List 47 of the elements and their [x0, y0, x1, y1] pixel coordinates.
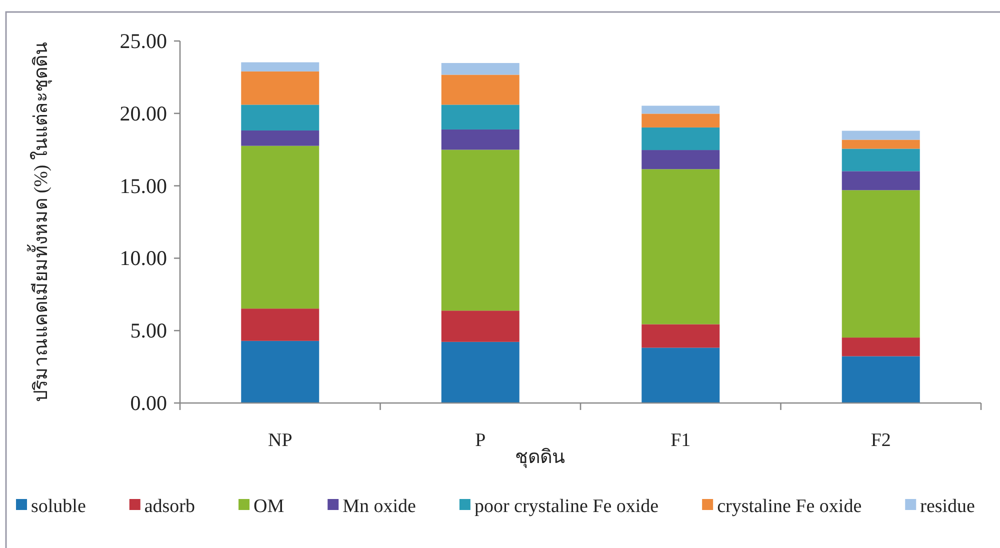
bar: [642, 348, 720, 403]
bar: [842, 148, 920, 172]
bar: [842, 190, 920, 338]
bar: [642, 169, 720, 324]
x-tick-label: NP: [268, 430, 292, 451]
y-tick-label: 25.00: [120, 29, 167, 53]
bar: [642, 324, 720, 348]
bar: [441, 63, 520, 75]
bar: [842, 338, 920, 356]
bar: [842, 130, 920, 140]
legend-label: soluble: [31, 496, 86, 517]
bar: [642, 114, 720, 128]
x-axis-title: ชุดดิน: [515, 447, 565, 469]
y-tick-label: 15.00: [120, 174, 167, 198]
y-tick-label: 0.00: [130, 391, 167, 415]
bar: [241, 130, 320, 146]
legend-label: OM: [254, 496, 284, 517]
bar: [441, 342, 520, 403]
legend-label: crystaline Fe oxide: [717, 496, 862, 517]
bar: [241, 104, 320, 130]
bar: [441, 104, 520, 130]
bar: [842, 140, 920, 149]
bar: [241, 146, 320, 309]
bar: [241, 62, 320, 72]
bar: [842, 171, 920, 190]
y-axis-title: ปริมาณแคดเมียมทั้งหมด (%) ในแต่ละชุดดิน: [27, 42, 53, 402]
legend-label: poor crystaline Fe oxide: [474, 496, 659, 517]
y-tick-label: 5.00: [130, 318, 167, 343]
bar: [441, 150, 520, 311]
legend-label: Mn oxide: [342, 496, 416, 517]
bar: [241, 340, 320, 403]
x-tick-label: P: [475, 430, 486, 451]
bar: [241, 308, 320, 341]
legend-label: adsorb: [144, 496, 196, 517]
y-tick-label: 20.00: [120, 101, 167, 126]
bar: [441, 74, 520, 105]
bar: [642, 150, 720, 170]
y-tick-label: 10.00: [120, 246, 167, 270]
legend-label: residue: [920, 496, 975, 517]
bar: [441, 129, 520, 150]
bar: [642, 106, 720, 114]
bar: [241, 71, 320, 105]
x-tick-label: F1: [670, 430, 691, 451]
x-tick-label: F2: [870, 430, 891, 451]
bar: [441, 310, 520, 342]
bar: [642, 127, 720, 150]
bar: [842, 356, 920, 403]
